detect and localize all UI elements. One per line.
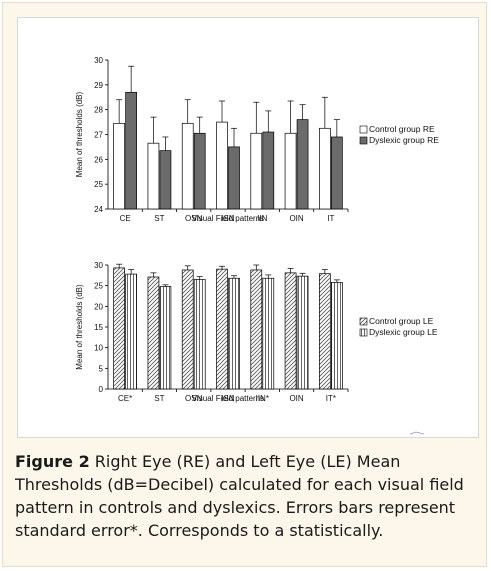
legend-label: Dyslexic group LE — [369, 327, 438, 337]
bar-ST-dyslexic — [159, 286, 172, 390]
chart-1: 24 25 26 27 28 29 30 Mean of thresholds (dB) Vis… — [75, 56, 439, 223]
bar-IT-control — [319, 273, 331, 390]
bar-OIN-dyslexic — [296, 119, 309, 210]
y-axis-title: Mean of thresholds (dB) — [75, 284, 84, 370]
legend-label: Control group RE — [369, 124, 435, 134]
x-tick-label: ST — [154, 394, 164, 403]
y-tick-label: 27 — [94, 131, 103, 140]
y-tick-label: 15 — [94, 323, 103, 332]
legend-swatch — [359, 125, 368, 134]
x-tick-label: IT* — [326, 394, 336, 403]
bar-IIN-control — [250, 132, 263, 210]
bar-CE-control — [113, 267, 125, 390]
y-tick-label: 24 — [94, 205, 103, 214]
x-axis-title: Visual Field patterns — [192, 394, 264, 403]
bar-IIN-control — [250, 269, 263, 390]
bar-ISN-control — [216, 268, 228, 390]
y-axis-title: Mean of thresholds (dB) — [75, 91, 84, 177]
x-tick-label: OIN — [289, 214, 303, 223]
bar-IT-dyslexic — [331, 282, 343, 390]
bar-ST-control — [147, 276, 160, 390]
x-tick-label: ISN — [221, 214, 235, 223]
y-tick-label: 26 — [94, 155, 103, 164]
y-tick-label: 0 — [99, 385, 104, 394]
legend-swatch — [359, 317, 368, 326]
bar-OSN-dyslexic — [193, 132, 206, 210]
y-tick-label: 28 — [94, 106, 103, 115]
scan-mark — [409, 431, 425, 435]
bar-OSN-control — [181, 122, 194, 210]
y-tick-label: 30 — [94, 56, 103, 65]
y-tick-label: 10 — [94, 344, 103, 353]
x-tick-label: OSN — [185, 214, 203, 223]
bar-ISN-control — [216, 121, 228, 210]
bar-ISN-dyslexic — [228, 277, 240, 390]
x-tick-label: ISN — [221, 394, 235, 403]
x-axis-title: Visual Field patterns — [192, 214, 264, 223]
legend-swatch — [359, 136, 368, 145]
y-tick-label: 25 — [94, 180, 103, 189]
legend-label: Control group LE — [369, 316, 434, 326]
x-tick-label: CE* — [118, 394, 132, 403]
x-tick-label: ST — [154, 214, 164, 223]
chart-2: 0 5 10 15 20 25 30 Mean of thresholds (dB) Visua… — [75, 261, 438, 403]
legend-label: Dyslexic group RE — [369, 135, 439, 145]
x-tick-label: IIN — [257, 214, 267, 223]
bar-OSN-dyslexic — [193, 279, 206, 390]
bar-IIN-dyslexic — [262, 131, 275, 210]
bar-ST-dyslexic — [159, 150, 172, 210]
y-tick-label: 5 — [99, 364, 104, 373]
bar-OIN-dyslexic — [296, 275, 309, 390]
bar-ISN-dyslexic — [228, 146, 240, 210]
bar-IT-dyslexic — [331, 136, 343, 210]
x-tick-label: CE — [120, 214, 131, 223]
x-tick-label: IT — [327, 214, 334, 223]
chart-card: 24 25 26 27 28 29 30 Mean of thresholds (dB) Vis… — [17, 17, 479, 438]
bar-IIN-dyslexic — [262, 277, 275, 390]
y-tick-label: 29 — [94, 81, 103, 90]
legend-swatch — [359, 328, 368, 337]
y-tick-label: 30 — [94, 261, 103, 270]
bar-OIN-control — [284, 272, 297, 390]
bar-OSN-control — [181, 269, 194, 390]
figure-caption: Figure 2 Right Eye (RE) and Left Eye (LE… — [15, 450, 477, 542]
figure-panel: 24 25 26 27 28 29 30 Mean of thresholds (dB) Vis… — [2, 2, 487, 567]
x-tick-label: OSN — [185, 394, 203, 403]
bar-OIN-control — [284, 132, 297, 210]
y-tick-label: 20 — [94, 302, 103, 311]
bar-CE-dyslexic — [125, 91, 137, 210]
x-tick-label: OIN — [289, 394, 303, 403]
y-tick-label: 25 — [94, 282, 103, 291]
bar-CE-control — [113, 122, 125, 210]
caption-text: Right Eye (RE) and Left Eye (LE) Mean Th… — [15, 452, 464, 540]
caption-label: Figure 2 — [15, 452, 90, 471]
bar-IT-control — [319, 127, 331, 210]
bar-ST-control — [147, 142, 160, 210]
x-tick-label: IIN* — [256, 394, 269, 403]
charts-canvas: 24 25 26 27 28 29 30 Mean of thresholds (dB) Vis… — [75, 56, 439, 435]
bar-CE-dyslexic — [125, 273, 137, 390]
